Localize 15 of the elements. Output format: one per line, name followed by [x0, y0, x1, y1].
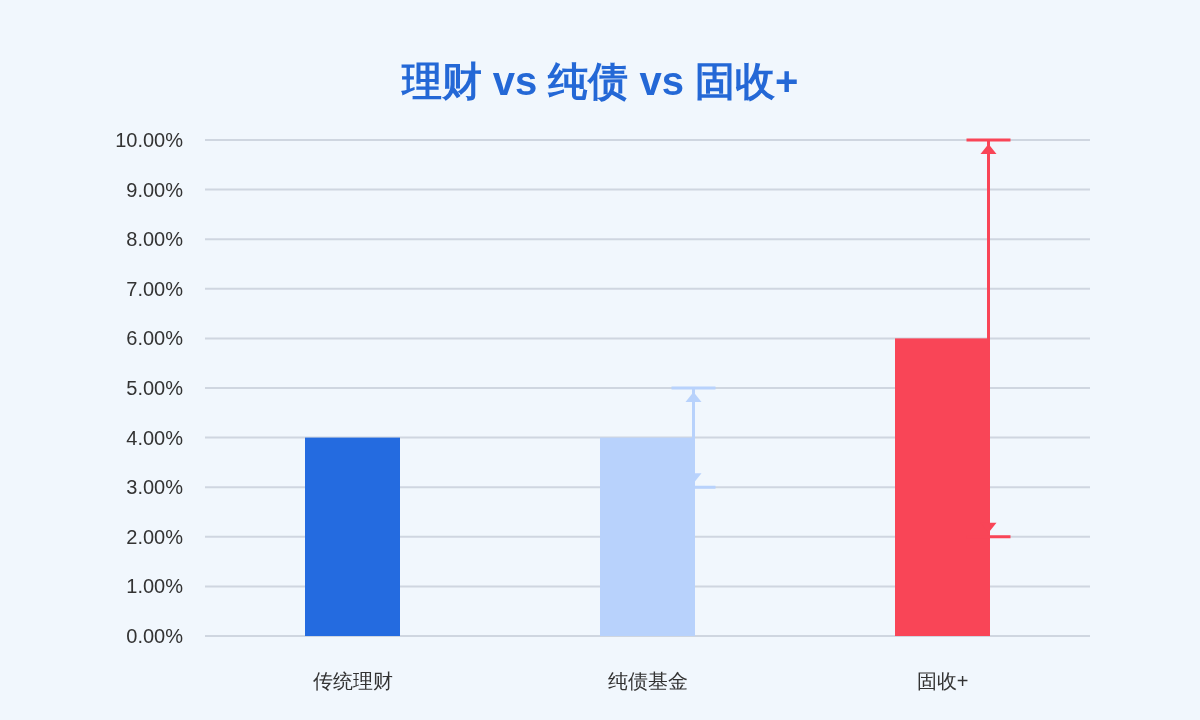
y-tick-label: 3.00% — [126, 476, 184, 499]
y-tick-label: 8.00% — [126, 228, 184, 251]
chart-title: 理财 vs 纯债 vs 固收+ — [400, 59, 799, 103]
x-tick-label: 纯债基金 — [607, 670, 688, 692]
y-tick-label: 10.00% — [115, 129, 184, 151]
x-tick-label: 固收+ — [916, 670, 969, 692]
y-tick-label: 1.00% — [126, 575, 184, 598]
y-tick-label: 0.00% — [126, 625, 184, 647]
y-tick-label: 5.00% — [126, 377, 184, 399]
x-tick-label: 传统理财 — [312, 670, 393, 692]
y-tick-label: 2.00% — [126, 525, 184, 548]
y-tick-label: 9.00% — [126, 178, 184, 201]
y-tick-label: 6.00% — [126, 327, 184, 350]
y-tick-label: 4.00% — [126, 426, 184, 449]
y-tick-label: 7.00% — [126, 277, 184, 300]
